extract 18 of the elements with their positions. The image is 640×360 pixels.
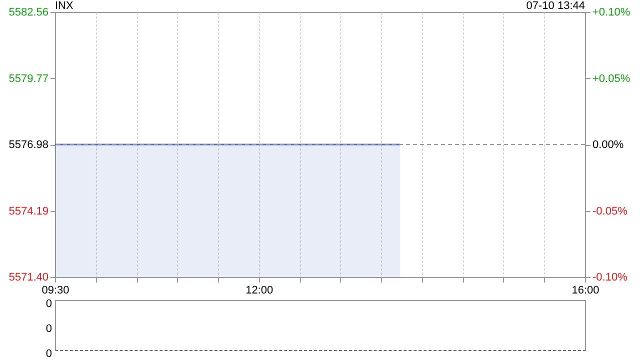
chart-title: INX [55,0,74,12]
y-tick-label: 5582.56 [8,6,48,18]
y2-tick-label: +0.10% [592,6,630,18]
y2-tick-label: +0.05% [592,72,630,85]
y-tick-label: 5576.98 [8,139,48,151]
y-tick-label: 5574.19 [8,205,48,218]
x-tick-label: 09:30 [42,284,70,296]
y-tick-label: 5571.40 [8,272,48,284]
x-tick-label: 16:00 [572,284,600,296]
y2-tick-label: 0.00% [592,139,624,151]
text: 07-10 13:44 [526,0,585,12]
y2-tick-label: -0.10% [592,272,628,284]
y2-tick-label: -0.05% [592,205,628,218]
text: 0 [46,323,52,335]
text: 0 [46,348,52,360]
y-tick-label: 5579.77 [8,72,48,85]
x-tick-label: 12:00 [246,284,274,296]
text: 0 [46,298,52,310]
